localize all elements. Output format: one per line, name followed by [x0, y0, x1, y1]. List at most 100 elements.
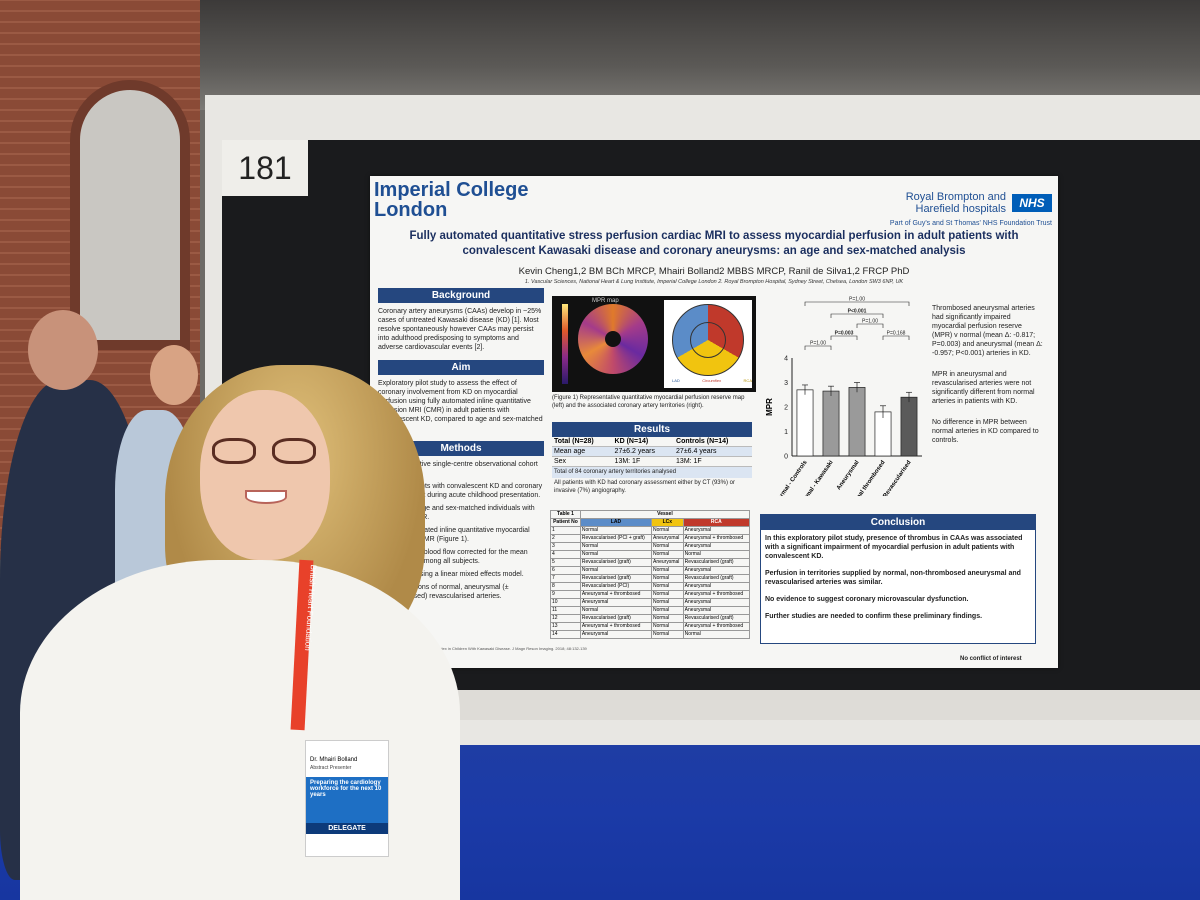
table-cell: Aneurysmal + thrombosed: [579, 590, 652, 599]
bar: [874, 411, 892, 457]
legend-rca: RCA: [743, 378, 752, 383]
table-row: 11 Normal Normal Aneurysmal: [550, 606, 751, 615]
results-heading: Results: [552, 422, 752, 437]
table-cell: Normal: [682, 550, 751, 559]
poster-authors: Kevin Cheng1,2 BM BCh MRCP, Mhairi Bolla…: [518, 266, 910, 277]
p-value-label: P=1.00: [862, 319, 878, 325]
table-cell: 5: [550, 558, 581, 567]
table-row: Patient No LAD LCx RCA: [550, 518, 751, 527]
table-cell: Normal: [579, 542, 652, 551]
table-cell: Mean age: [552, 446, 613, 457]
table-cell: 13M: 1F: [612, 456, 675, 467]
glasses-lens-right: [272, 438, 316, 464]
presenter-body: [20, 560, 460, 900]
table-cell: 8: [550, 582, 581, 591]
table-cell: Aneurysmal: [682, 542, 751, 551]
board-rail: [445, 690, 1200, 720]
table-cell: Normal: [579, 566, 652, 575]
methods-item: Analysis using a linear mixed effects mo…: [388, 570, 544, 579]
badge-role: Abstract Presenter: [310, 765, 352, 771]
methods-item: Adult patients with convalescent KD and …: [388, 482, 544, 500]
methods-item: Comparisons of normal, aneurysmal (± thr…: [388, 583, 544, 601]
table-cell: 11: [550, 606, 581, 615]
table-cell: 9: [550, 590, 581, 599]
table-cell: Aneurysmal: [650, 534, 684, 543]
table-cell: 13: [550, 622, 581, 631]
table-header: Patient No: [550, 518, 581, 527]
table-cell: Sex: [552, 456, 613, 467]
left-column: Background Coronary artery aneurysms (CA…: [378, 288, 544, 605]
nhs-logo: NHS: [1012, 194, 1052, 212]
imperial-logo: Imperial College London: [374, 179, 529, 221]
table-cell: Aneurysmal: [650, 558, 684, 567]
table-cell: Revascularised (graft): [682, 614, 751, 623]
table-cell: Normal: [579, 526, 652, 535]
table-row: 6 Normal Normal Aneurysmal: [550, 566, 751, 575]
table-cell: Revascularised (graft): [682, 574, 751, 583]
badge-tagline: Preparing the cardiology workforce for t…: [306, 777, 388, 823]
mpr-map-center: [605, 331, 621, 347]
station-roof: [0, 0, 1200, 110]
results-footer: Total of 84 coronary artery territories …: [552, 467, 752, 478]
bar: [848, 387, 866, 457]
note-text: No difference in MPR between normal arte…: [932, 419, 1039, 444]
bar: [822, 390, 840, 457]
bullseye-legend: LAD Circumflex RCA: [672, 378, 752, 383]
table-row: 10 Aneurysmal Normal Aneurysmal: [550, 598, 751, 607]
table-cell: Aneurysmal: [682, 598, 751, 607]
table-cell: Aneurysmal + thrombosed: [579, 622, 652, 631]
bar: [900, 396, 918, 457]
table-row: 14 Aneurysmal Normal Normal: [550, 630, 751, 639]
significance-bracket: [830, 313, 884, 318]
trust-text: Part of Guy's and St Thomas' NHS Foundat…: [889, 220, 1052, 227]
poster-affiliations: 1. Vascular Sciences, National Heart & L…: [524, 279, 904, 285]
bullseye-inner: [690, 322, 726, 358]
perfusion-figure: MPR map LAD Circumflex RCA: [552, 296, 756, 392]
table-header: RCA: [682, 518, 751, 527]
table-header: LAD: [579, 518, 652, 527]
right-notes: Thrombosed aneurysmal arteries had signi…: [932, 304, 1044, 445]
poster-title: Fully automated quantitative stress perf…: [409, 230, 1019, 257]
table-row: 2 Revascularised (PCI + graft) Aneurysmal A…: [550, 534, 751, 543]
badge-type: DELEGATE: [306, 823, 388, 834]
bullseye-plot: [672, 304, 744, 376]
aim-heading: Aim: [378, 360, 544, 375]
presenter-face: [200, 390, 330, 560]
table-cell: 14: [550, 630, 581, 639]
table-cell: Aneurysmal + thrombosed: [682, 622, 751, 631]
significance-bracket: [804, 301, 910, 306]
table-row: 4 Normal Normal Normal: [550, 550, 751, 559]
table-cell: Normal: [650, 574, 684, 583]
badge-name: Dr. Mhairi Bolland: [310, 757, 358, 763]
table-cell: Aneurysmal: [682, 526, 751, 535]
figure-caption: (Figure 1) Representative quantitative m…: [552, 395, 745, 409]
y-axis-label: MPR: [765, 398, 774, 416]
significance-bracket: [882, 335, 910, 340]
conclusion-item: In this exploratory pilot study, presenc…: [765, 535, 1023, 560]
table-header: KD (N=14): [612, 437, 675, 447]
table-row: Sex 13M: 1F 13M: 1F: [552, 456, 752, 467]
x-tick-label: Revascularised: [882, 459, 912, 496]
table-cell: Aneurysmal: [682, 566, 751, 575]
table-cell: Aneurysmal + thrombosed: [682, 534, 751, 543]
y-tick-label: 1: [784, 429, 788, 436]
bar: [796, 389, 814, 457]
table-row: 1 Normal Normal Aneurysmal: [550, 526, 751, 535]
figure-label: MPR map: [592, 298, 619, 304]
table-title: Table 1: [550, 510, 581, 519]
table-cell: Normal: [682, 630, 751, 639]
table-cell: Normal: [650, 622, 684, 631]
table-cell: 4: [550, 550, 581, 559]
legend-circumflex: Circumflex: [702, 378, 722, 383]
p-value-label: P=1.00: [849, 297, 865, 303]
table-cell: Aneurysmal + thrombosed: [682, 590, 751, 599]
vessel-table-body: 1 Normal Normal Aneurysmal 2 Revascularised (…: [550, 526, 751, 639]
glasses-lens-left: [212, 438, 256, 464]
table-cell: Revascularised (graft): [579, 614, 652, 623]
table-row: 12 Revascularised (graft) Normal Revascular…: [550, 614, 751, 623]
table-cell: Normal: [650, 550, 684, 559]
table-cell: Normal: [579, 550, 652, 559]
conclusion-item: No evidence to suggest coronary microvas…: [765, 596, 969, 603]
